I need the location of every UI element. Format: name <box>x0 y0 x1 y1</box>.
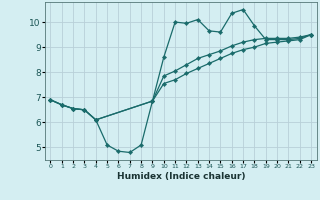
X-axis label: Humidex (Indice chaleur): Humidex (Indice chaleur) <box>116 172 245 181</box>
